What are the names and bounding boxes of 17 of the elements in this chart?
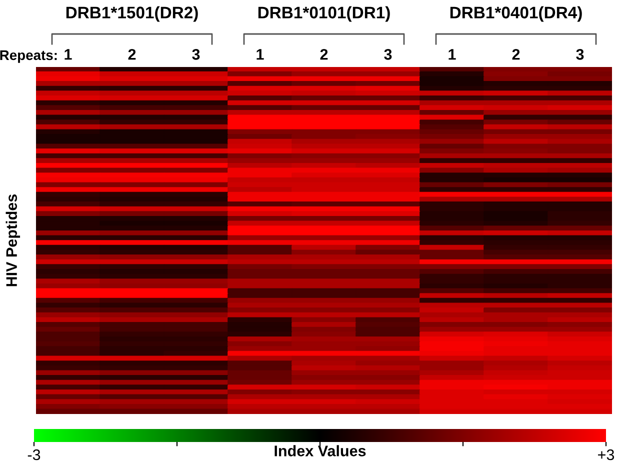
x-tick-label: 1 — [256, 49, 264, 60]
x-tick-label: 1 — [448, 49, 456, 60]
x-tick-label: 3 — [192, 48, 200, 60]
text: DRB1*1501(DR2) — [66, 6, 198, 22]
x-tick-label: 3 — [576, 48, 584, 60]
text: DRB1*0401(DR4) — [450, 6, 582, 22]
y-axis-title: HIV Peptides — [6, 194, 20, 286]
x-tick-label: 3 — [384, 48, 392, 60]
x-tick-label: 2 — [512, 48, 520, 60]
x-tick-label: 2 — [128, 48, 136, 60]
color-bar-label: +3 — [598, 449, 614, 460]
x-axis-title: Repeats: — [0, 50, 57, 63]
color-bar-title: Index Values — [274, 445, 366, 456]
text: DRB1*0101(DR1) — [258, 6, 390, 22]
x-tick-label: 1 — [64, 49, 72, 60]
x-tick-label: 2 — [320, 48, 328, 60]
color-bar-label: -3 — [28, 449, 40, 460]
